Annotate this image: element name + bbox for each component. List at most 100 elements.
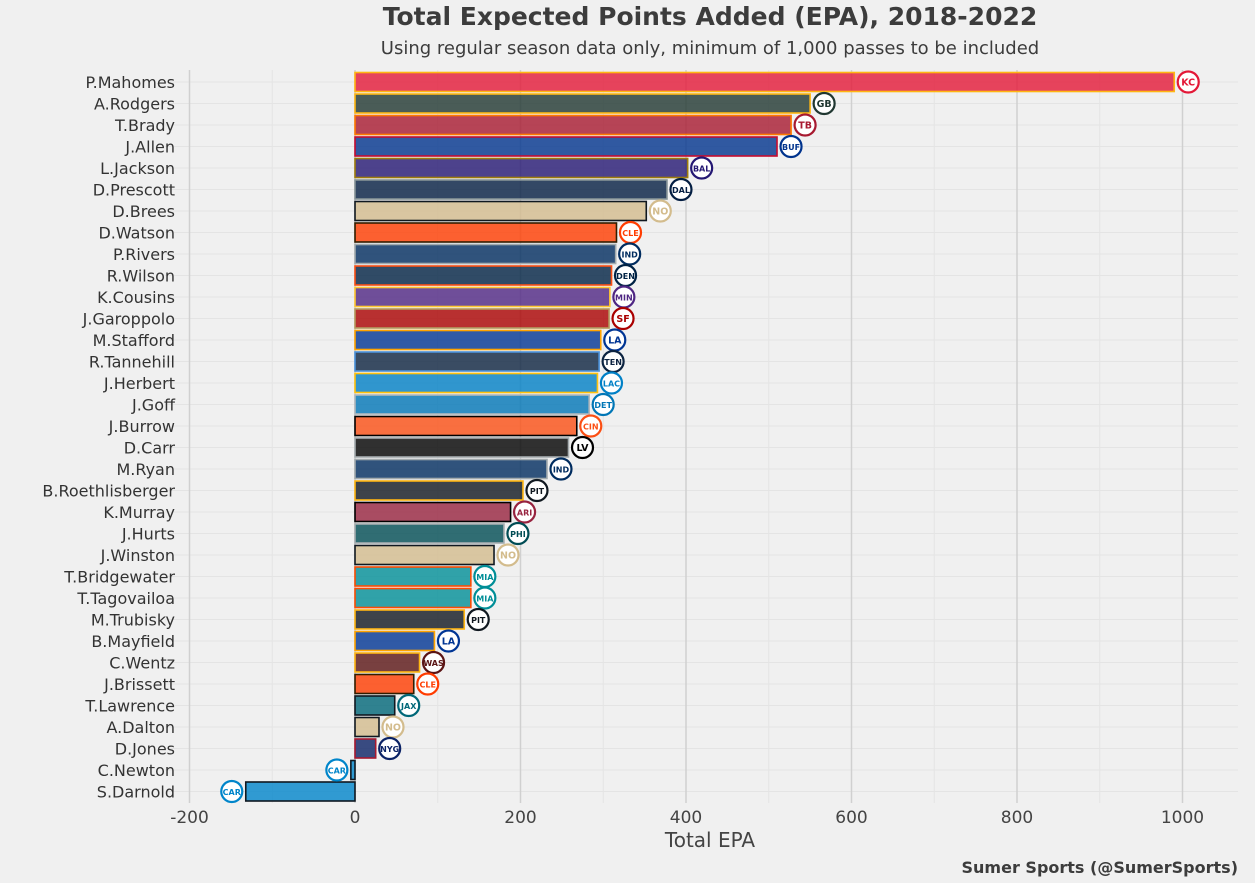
team-logo-label: SF xyxy=(616,314,629,325)
team-logo-label: BAL xyxy=(693,165,710,174)
team-logo-label: CLE xyxy=(420,681,436,690)
team-logo-label: NO xyxy=(500,551,516,562)
team-logo-label: MIN xyxy=(615,294,633,303)
bar xyxy=(354,372,599,394)
team-logo-label: KC xyxy=(1181,78,1195,89)
team-logo-label: MIA xyxy=(476,595,494,604)
bar xyxy=(354,673,415,695)
team-logo-icon: IND xyxy=(618,242,642,266)
team-logo-label: JAX xyxy=(400,702,417,711)
x-axis-title: Total EPA xyxy=(664,828,755,852)
team-logo-icon: CAR xyxy=(325,758,349,782)
player-label: T.Tagovailoa xyxy=(76,589,175,608)
player-label: D.Watson xyxy=(98,224,175,243)
bar xyxy=(354,179,668,200)
bar xyxy=(354,71,1176,93)
team-logo-label: PIT xyxy=(471,616,486,625)
team-logo-label: DET xyxy=(594,401,612,410)
team-logo-icon: MIA xyxy=(473,586,497,610)
bar xyxy=(354,738,377,759)
team-logo-icon: TB xyxy=(793,113,817,137)
player-label: J.Garoppolo xyxy=(82,310,175,329)
team-logo-icon: TEN xyxy=(601,349,625,374)
team-logo-icon: CLE xyxy=(416,672,440,696)
team-logo-label: NYG xyxy=(380,745,399,754)
bar xyxy=(354,609,466,630)
x-tick-label: 200 xyxy=(504,808,536,828)
bar xyxy=(354,437,570,458)
player-label: A.Rodgers xyxy=(94,95,175,114)
team-logo-icon: GB xyxy=(812,91,836,116)
bar xyxy=(354,308,610,329)
team-logo-label: BUF xyxy=(782,143,800,152)
team-logo-icon: PHI xyxy=(506,521,530,546)
bar xyxy=(354,458,548,480)
player-label: J.Brissett xyxy=(103,675,175,694)
chart-subtitle: Using regular season data only, minimum … xyxy=(380,38,1040,59)
bar xyxy=(354,523,505,544)
team-logo-icon: WAS xyxy=(421,650,446,675)
team-logo-label: TEN xyxy=(604,358,622,367)
bar xyxy=(354,630,436,652)
player-label: S.Darnold xyxy=(97,783,175,802)
player-label: T.Bridgewater xyxy=(63,568,175,587)
player-label: B.Roethlisberger xyxy=(42,482,175,501)
player-label: M.Ryan xyxy=(116,460,175,479)
player-label: C.Wentz xyxy=(109,654,175,673)
team-logo-label: TB xyxy=(798,121,812,132)
bar xyxy=(354,415,578,437)
team-logo-label: LAC xyxy=(603,380,620,389)
bar xyxy=(354,351,600,372)
team-logo-icon: PIT xyxy=(525,478,549,503)
team-logo-markers: KC GB TB BUF BAL DAL NO CLE IND DEN MIN SF LA TEN LAC D… xyxy=(220,70,1200,804)
team-logo-label: DEN xyxy=(616,272,635,281)
player-label: K.Murray xyxy=(103,503,175,522)
bar xyxy=(354,200,648,222)
team-logo-icon: NO xyxy=(381,715,405,739)
team-logo-icon: CLE xyxy=(618,220,643,245)
bar xyxy=(354,394,590,415)
team-logo-label: DAL xyxy=(672,186,690,195)
player-label: T.Lawrence xyxy=(84,697,175,716)
team-logo-icon: IND xyxy=(549,457,573,481)
team-logo-label: MIA xyxy=(476,573,494,582)
team-logo-icon: LA xyxy=(603,328,627,352)
bar xyxy=(354,566,472,587)
team-logo-label: LV xyxy=(576,443,589,454)
team-logo-icon: ARI xyxy=(512,500,537,524)
bar xyxy=(354,716,380,738)
team-logo-icon: DAL xyxy=(669,177,693,202)
player-label: J.Winston xyxy=(100,546,175,565)
player-label: P.Mahomes xyxy=(85,73,175,92)
team-logo-label: PHI xyxy=(510,530,526,539)
team-logo-icon: DET xyxy=(591,392,615,417)
player-label: D.Prescott xyxy=(93,181,175,200)
team-logo-label: WAS xyxy=(423,659,444,668)
team-logo-icon: NO xyxy=(648,199,672,223)
player-label: C.Newton xyxy=(98,761,175,780)
player-label: K.Cousins xyxy=(97,288,175,307)
team-logo-label: IND xyxy=(553,466,570,475)
team-logo-label: CAR xyxy=(328,767,346,776)
team-logo-label: LA xyxy=(608,336,622,347)
player-label: D.Brees xyxy=(112,202,175,221)
bar xyxy=(354,480,524,501)
bar xyxy=(354,329,602,351)
team-logo-icon: KC xyxy=(1176,70,1200,94)
team-logo-label: ARI xyxy=(517,509,532,518)
team-logo-icon: CIN xyxy=(579,414,603,438)
bar xyxy=(354,695,396,716)
player-label: R.Tannehill xyxy=(89,353,175,372)
bar xyxy=(354,157,689,179)
player-label: D.Jones xyxy=(115,740,175,759)
player-label: L.Jackson xyxy=(100,159,175,178)
team-logo-label: LA xyxy=(442,637,456,648)
player-label: M.Trubisky xyxy=(91,611,175,630)
team-logo-label: IND xyxy=(622,251,639,260)
team-logo-icon: DEN xyxy=(613,263,638,288)
player-label: J.Allen xyxy=(124,138,175,157)
player-label: J.Burrow xyxy=(108,417,175,436)
team-logo-icon: LA xyxy=(436,629,461,653)
bar xyxy=(354,652,421,673)
